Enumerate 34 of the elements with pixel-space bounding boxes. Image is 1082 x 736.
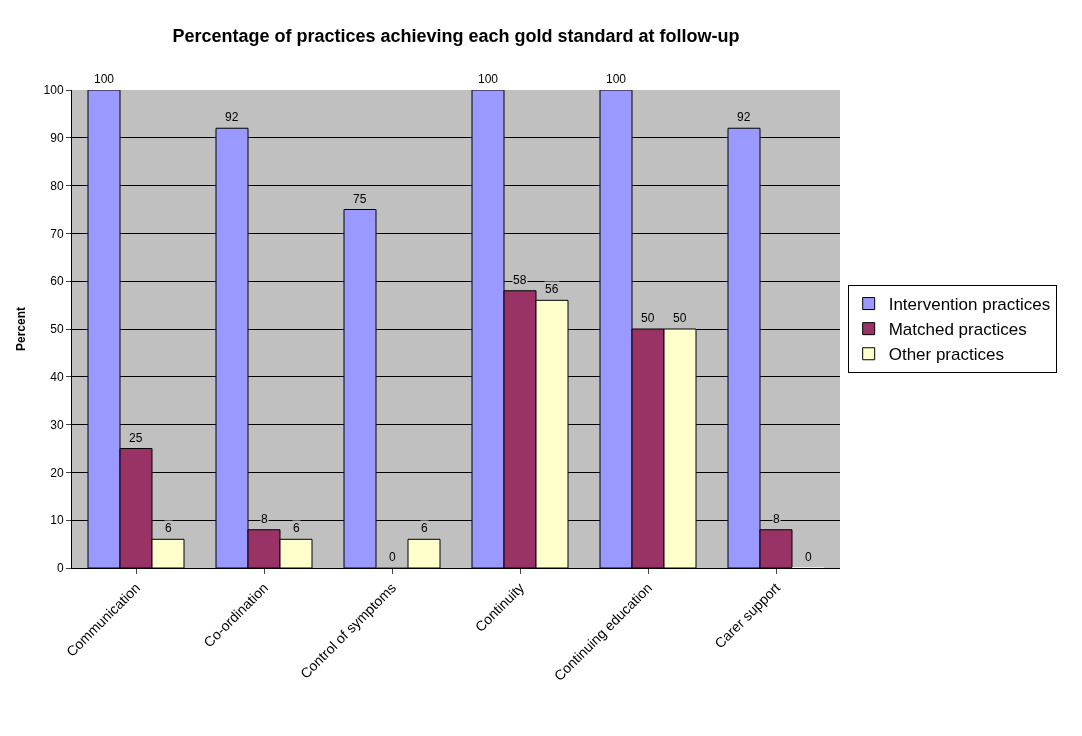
y-tick-label: 60 xyxy=(50,274,64,289)
y-tick-label: 100 xyxy=(43,83,64,98)
data-label: 0 xyxy=(805,550,812,564)
y-tick-label: 90 xyxy=(50,131,64,145)
data-label: 6 xyxy=(421,521,428,535)
data-label: 100 xyxy=(606,72,627,86)
y-tick-label: 0 xyxy=(56,561,64,576)
data-label: 100 xyxy=(94,72,115,86)
y-tick-label: 20 xyxy=(50,465,64,480)
data-label: 58 xyxy=(513,273,527,287)
data-label: 50 xyxy=(641,311,655,325)
legend-label: Other practices xyxy=(888,345,1004,365)
data-label: 0 xyxy=(389,550,396,564)
y-tick-label: 80 xyxy=(50,178,64,193)
data-label: 25 xyxy=(129,431,143,445)
y-axis-title: Percent xyxy=(13,306,28,352)
data-label: 8 xyxy=(261,512,268,526)
data-label: 6 xyxy=(165,521,172,535)
data-label: 6 xyxy=(293,521,300,535)
y-tick-label: 10 xyxy=(50,513,64,528)
y-tick-label: 70 xyxy=(50,226,64,241)
data-label: 56 xyxy=(545,282,559,296)
legend-label: Intervention practices xyxy=(888,295,1051,315)
data-label: 100 xyxy=(478,72,499,86)
chart-title: Percentage of practices achieving each gold standard at follow-up xyxy=(172,26,740,47)
data-label: 92 xyxy=(225,110,239,124)
legend-label: Matched practices xyxy=(888,320,1027,340)
y-tick-label: 40 xyxy=(50,370,64,384)
y-tick-label: 50 xyxy=(50,322,64,337)
data-label: 8 xyxy=(773,512,780,526)
y-tick-label: 30 xyxy=(50,417,64,432)
data-label: 50 xyxy=(673,311,687,325)
data-label: 75 xyxy=(353,192,367,206)
data-label: 92 xyxy=(737,110,751,124)
